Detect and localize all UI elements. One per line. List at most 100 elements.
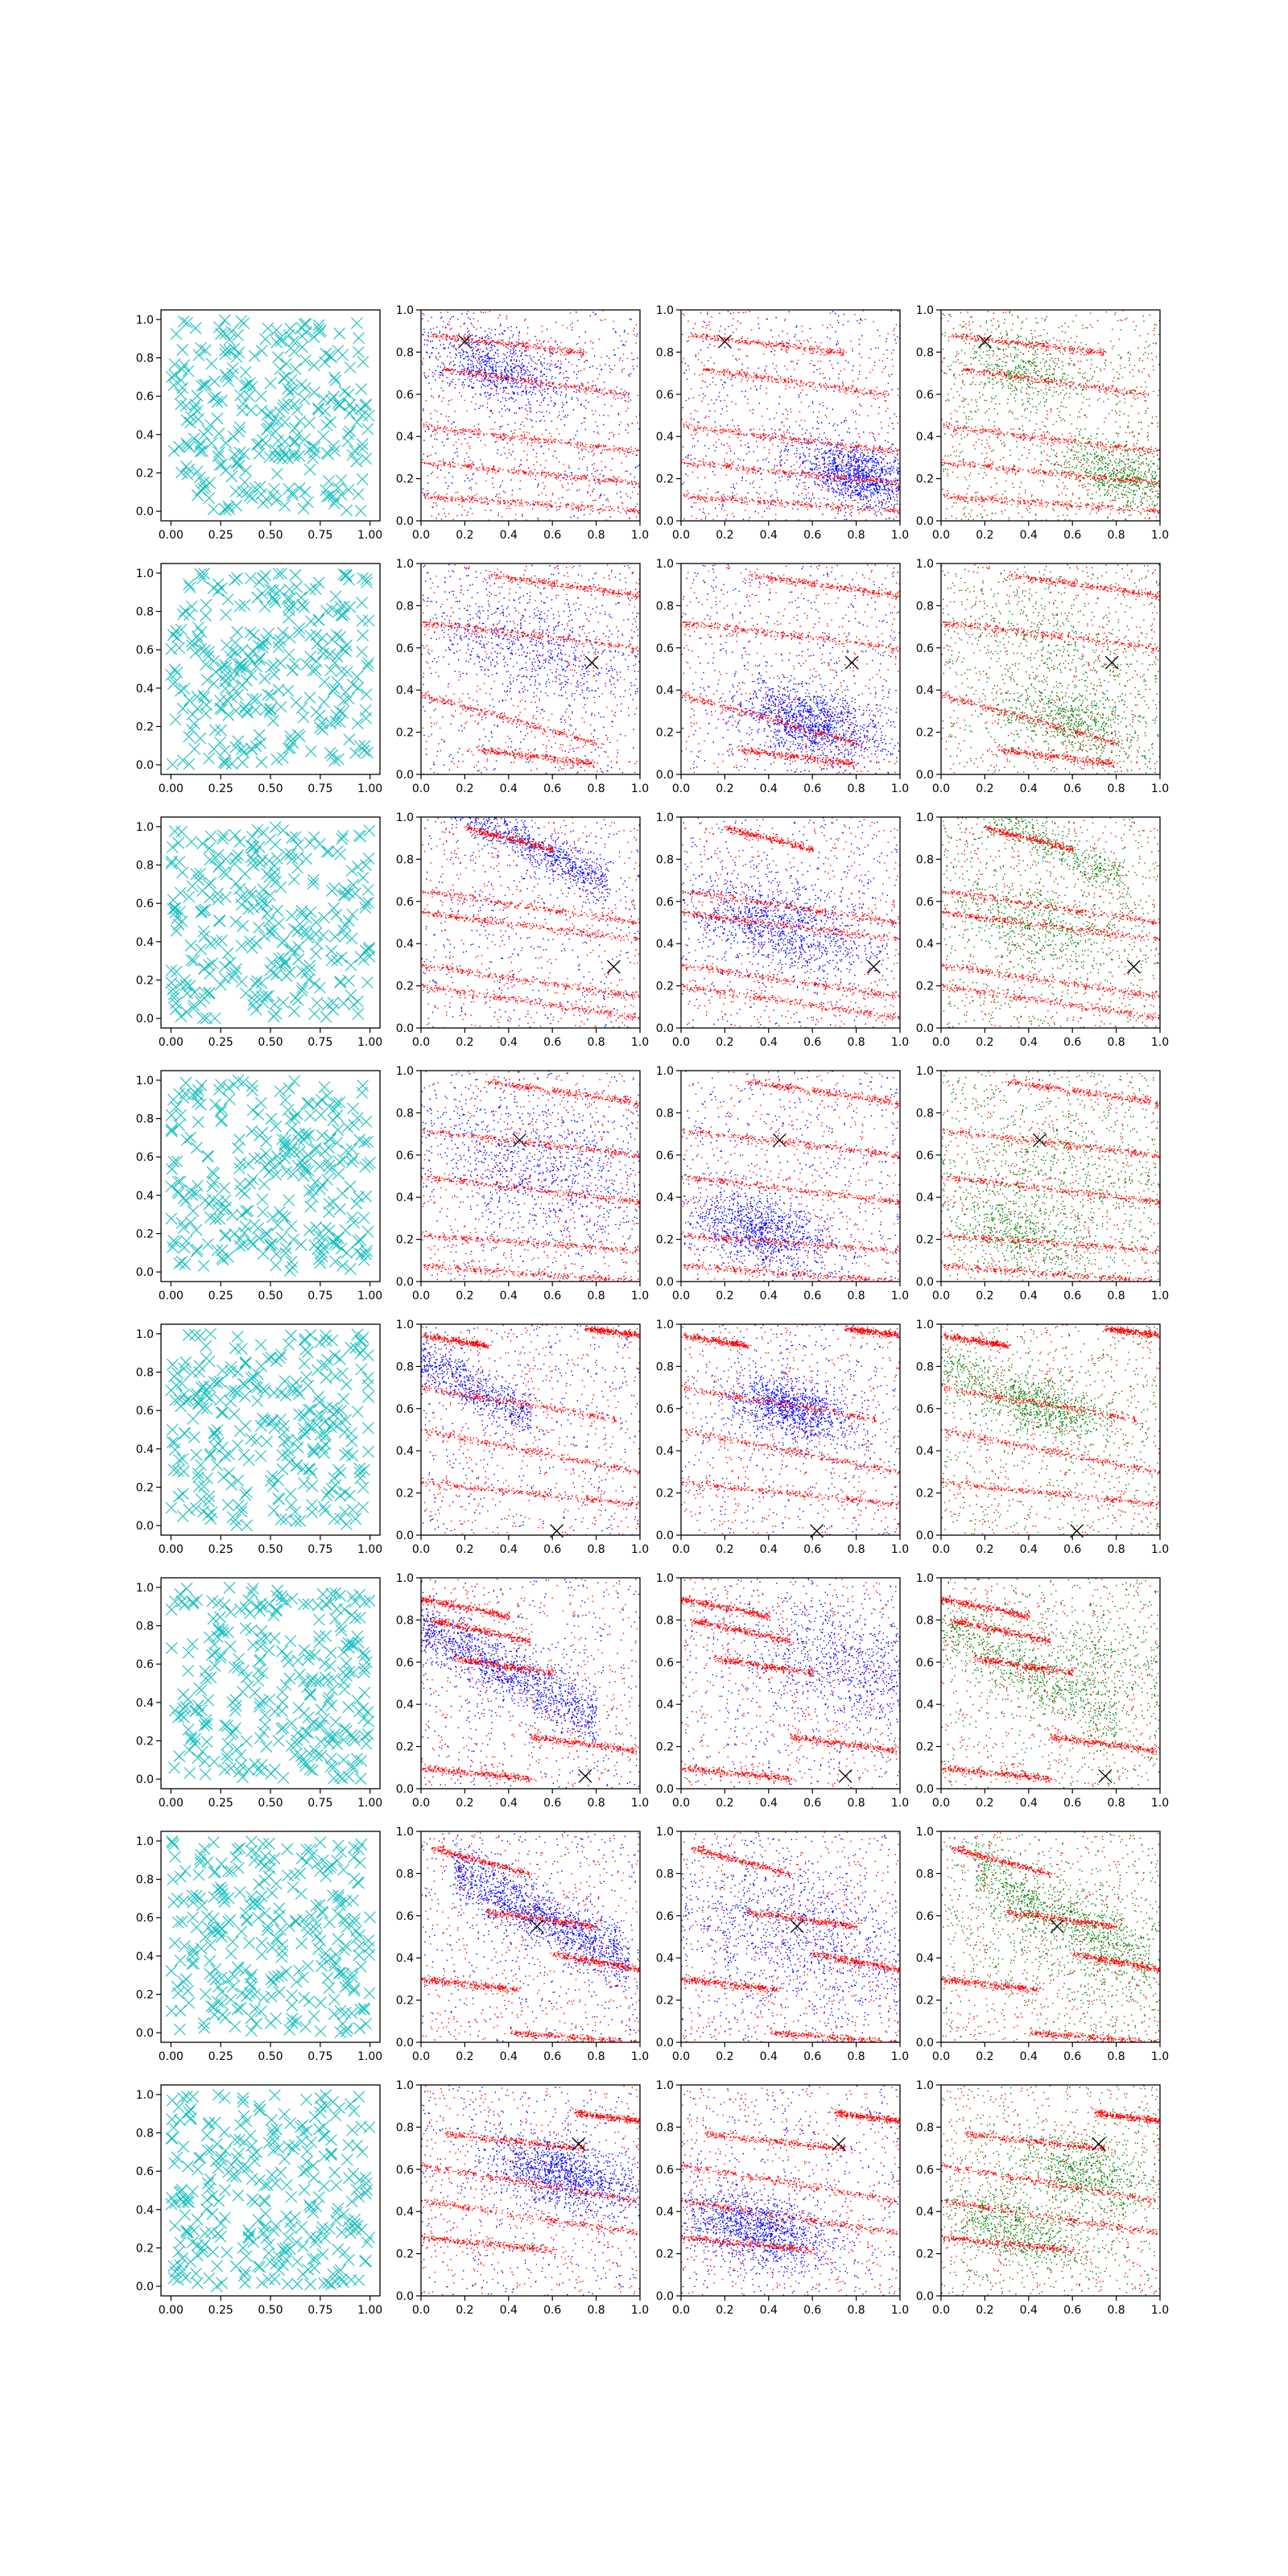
x-tick-label: 1.0	[1151, 1290, 1169, 1302]
blue-points	[682, 1578, 902, 1790]
y-tick-label: 0.4	[136, 2204, 154, 2217]
panel-r1-c2: 0.0 0.2 0.4 0.6 0.8 1.00.00.20.40.60.81.0	[396, 304, 649, 542]
y-tick-label: 0.2	[396, 980, 414, 993]
cyan-x-markers	[166, 1075, 376, 1276]
query-x-marker	[1051, 1920, 1063, 1933]
red-points	[422, 817, 642, 1029]
x-tick-label: 1.0	[631, 2050, 649, 2063]
x-tick-label: 0.6	[543, 1290, 561, 1302]
x-tick-label: 0.50	[258, 1036, 283, 1049]
y-tick-label: 0.0	[396, 1530, 414, 1542]
y-tick-label: 0.0	[656, 769, 674, 782]
panel-r8-c4: 0.0 0.2 0.4 0.6 0.8 1.00.00.20.40.60.81.0	[916, 2079, 1169, 2317]
y-tick-label: 0.0	[656, 1530, 674, 1542]
blue-points	[681, 1831, 901, 2042]
panel-r7-c3: 0.0 0.2 0.4 0.6 0.8 1.00.00.20.40.60.81.0	[656, 1826, 909, 2063]
x-tick-label: 0.00	[159, 782, 184, 795]
y-tick-label: 0.8	[396, 1614, 414, 1627]
y-tick-label: 1.0	[916, 304, 934, 317]
x-tick-label: 0.0	[672, 1797, 690, 1810]
y-tick-label: 1.0	[136, 821, 154, 834]
x-tick-label: 0.4	[1020, 2050, 1038, 2063]
y-tick-label: 0.6	[656, 896, 674, 909]
panel-r3-c2: 0.0 0.2 0.4 0.6 0.8 1.00.00.20.40.60.81.0	[396, 811, 649, 1049]
x-tick-label: 1.00	[357, 782, 382, 795]
scatter-points	[681, 817, 901, 1029]
y-tick-label: 0.4	[916, 684, 934, 697]
y-tick-label: 0.4	[916, 1952, 934, 1965]
blue-points	[683, 1071, 901, 1282]
y-tick-label: 0.2	[396, 1741, 414, 1754]
y-tick-label: 0.0	[396, 2290, 414, 2303]
x-tick-label: 0.2	[716, 1797, 733, 1810]
blue-points	[421, 1325, 641, 1537]
x-tick-label: 0.50	[258, 2304, 283, 2317]
red-points	[681, 1071, 901, 1282]
x-tick-label: 1.0	[631, 1290, 649, 1302]
axes-frame	[681, 1071, 900, 1282]
y-tick-label: 1.0	[396, 1572, 414, 1585]
x-tick-label: 0.50	[258, 1290, 283, 1302]
x-tick-label: 0.0	[412, 1543, 430, 1556]
blue-points	[422, 817, 641, 1028]
y-tick-label: 0.4	[656, 2206, 674, 2219]
panel-r3-c1: 0.00 0.25 0.50 0.75 1.000.00.20.40.60.81.0	[136, 817, 382, 1049]
green-points	[941, 1324, 1161, 1536]
y-tick-label: 1.0	[916, 1065, 934, 1078]
panel-r6-c1: 0.00 0.25 0.50 0.75 1.000.00.20.40.60.81.0	[136, 1578, 382, 1810]
scatter-points	[421, 1071, 641, 1282]
x-tick-label: 0.2	[716, 1290, 733, 1302]
cyan-x-series	[166, 1835, 376, 2037]
y-tick-label: 0.6	[396, 1910, 414, 1923]
axes-frame	[161, 1578, 380, 1789]
x-tick-label: 0.00	[159, 529, 184, 542]
y-tick-label: 0.6	[656, 1403, 674, 1416]
y-tick-label: 0.0	[656, 1276, 674, 1289]
cyan-x-series	[166, 1328, 374, 1531]
x-tick-label: 0.4	[1020, 1036, 1038, 1049]
scatter-points	[681, 1831, 901, 2043]
red-points	[421, 1071, 641, 1282]
blue-points	[421, 1071, 640, 1282]
panel-r8-c3: 0.0 0.2 0.4 0.6 0.8 1.00.00.20.40.60.81.0	[656, 2079, 909, 2317]
y-tick-label: 0.0	[656, 1022, 674, 1035]
query-x-marker	[867, 960, 880, 973]
y-tick-label: 0.0	[916, 1530, 934, 1542]
cyan-x-markers	[166, 822, 375, 1024]
y-tick-label: 0.2	[656, 1995, 674, 2008]
x-tick-label: 0.8	[587, 1290, 605, 1302]
x-tick-label: 0.4	[1020, 1290, 1038, 1302]
x-tick-label: 0.00	[159, 1290, 184, 1302]
y-tick-label: 0.0	[916, 2037, 934, 2050]
y-tick-label: 0.6	[396, 896, 414, 909]
x-tick-label: 0.4	[760, 1290, 778, 1302]
y-tick-label: 0.6	[136, 644, 154, 657]
y-tick-label: 1.0	[916, 2079, 934, 2092]
x-tick-label: 0.6	[1063, 1036, 1081, 1049]
x-tick-label: 0.2	[456, 1797, 473, 1810]
panel-r1-c1: 0.00 0.25 0.50 0.75 1.000.00.20.40.60.81.0	[136, 310, 382, 542]
x-tick-label: 0.8	[587, 2304, 605, 2317]
x-tick-label: 0.4	[500, 529, 518, 542]
panel-r2-c2: 0.0 0.2 0.4 0.6 0.8 1.00.00.20.40.60.81.0	[396, 558, 649, 795]
y-tick-label: 0.6	[916, 1657, 934, 1670]
x-tick-label: 0.4	[1020, 1543, 1038, 1556]
x-tick-label: 0.4	[1020, 2304, 1038, 2317]
y-tick-label: 0.8	[136, 860, 154, 873]
cyan-x-series	[166, 568, 374, 770]
y-tick-label: 0.2	[396, 1995, 414, 2008]
panel-r4-c4: 0.0 0.2 0.4 0.6 0.8 1.00.00.20.40.60.81.0	[916, 1065, 1169, 1302]
x-tick-label: 0.8	[847, 2304, 865, 2317]
panel-r3-c4: 0.0 0.2 0.4 0.6 0.8 1.00.00.20.40.60.81.0	[916, 811, 1169, 1049]
x-tick-label: 0.4	[1020, 1797, 1038, 1810]
scatter-points	[941, 564, 1161, 776]
query-x-marker	[513, 1133, 526, 1146]
axes-frame	[161, 1071, 380, 1282]
y-tick-label: 0.0	[136, 1266, 154, 1279]
x-tick-label: 0.8	[1107, 1036, 1125, 1049]
x-tick-label: 0.6	[803, 1543, 821, 1556]
x-tick-label: 0.75	[308, 2050, 332, 2063]
x-tick-label: 0.0	[412, 1036, 430, 1049]
x-tick-label: 0.4	[760, 782, 778, 795]
panel-r6-c4: 0.0 0.2 0.4 0.6 0.8 1.00.00.20.40.60.81.0	[916, 1572, 1169, 1810]
